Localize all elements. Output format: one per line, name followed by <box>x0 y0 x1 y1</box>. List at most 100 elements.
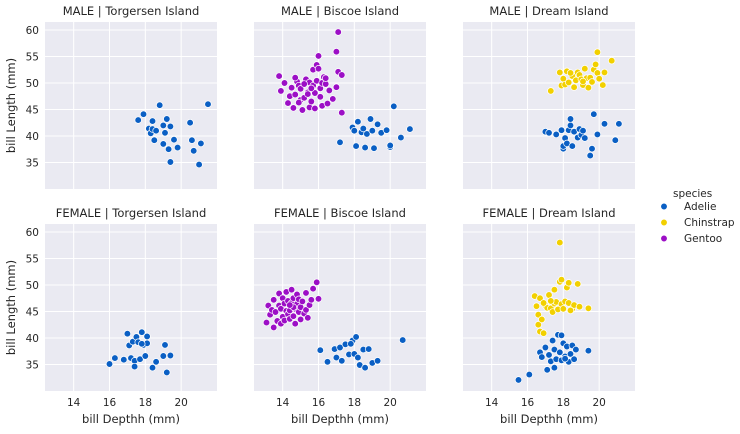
data-point-chinstrap <box>547 87 555 95</box>
y-axis-label: bill Length (mm) <box>4 260 18 355</box>
data-point-chinstrap <box>556 68 564 77</box>
data-point-adelie <box>130 362 139 371</box>
data-point-gentoo <box>316 93 324 101</box>
data-point-adelie <box>352 333 360 341</box>
panel-background <box>45 22 217 189</box>
data-point-adelie <box>166 158 175 166</box>
data-point-adelie <box>399 336 407 344</box>
data-point-gentoo <box>262 318 271 327</box>
data-point-gentoo <box>314 295 323 303</box>
data-point-gentoo <box>313 278 321 286</box>
data-point-chinstrap <box>581 65 589 73</box>
data-point-adelie <box>550 364 559 372</box>
data-point-chinstrap <box>539 299 548 307</box>
data-point-chinstrap <box>536 294 544 302</box>
x-tick-label: 14 <box>485 397 499 409</box>
data-point-chinstrap <box>556 238 564 247</box>
data-point-adelie <box>352 142 360 150</box>
data-point-gentoo <box>275 72 283 80</box>
data-point-adelie <box>361 143 369 152</box>
data-point-gentoo <box>291 74 299 82</box>
data-point-gentoo <box>314 65 323 73</box>
data-point-adelie <box>166 122 175 131</box>
data-point-adelie <box>143 332 151 341</box>
panel-title: MALE | Biscoe Island <box>281 4 399 18</box>
data-point-adelie <box>338 357 346 365</box>
data-point-gentoo <box>289 104 298 112</box>
data-point-adelie <box>138 328 146 336</box>
x-tick-label: 16 <box>521 397 535 409</box>
data-point-adelie <box>159 121 167 130</box>
panel-title: MALE | Torgersen Island <box>63 4 200 18</box>
data-point-adelie <box>365 345 373 353</box>
y-axis-label: bill Length (mm) <box>4 58 18 153</box>
data-point-gentoo <box>307 97 315 106</box>
data-point-gentoo <box>270 296 278 304</box>
data-point-adelie <box>548 336 557 345</box>
data-point-gentoo <box>270 323 278 332</box>
data-point-chinstrap <box>593 48 602 56</box>
data-point-chinstrap <box>591 60 600 69</box>
data-point-adelie <box>541 343 550 352</box>
x-tick-label: 18 <box>139 397 152 409</box>
panel-title: FEMALE | Dream Island <box>482 206 615 220</box>
legend-label-chinstrap: Chinstrap <box>684 217 735 229</box>
panel-title: FEMALE | Torgersen Island <box>56 206 207 220</box>
data-point-adelie <box>354 118 362 126</box>
data-point-chinstrap <box>588 78 596 86</box>
data-point-gentoo <box>302 306 310 314</box>
data-point-adelie <box>347 340 355 348</box>
legend-label-adelie: Adelie <box>684 201 716 213</box>
data-point-adelie <box>354 353 362 362</box>
y-tick-label: 60 <box>26 25 39 37</box>
legend-marker-gentoo <box>660 234 668 243</box>
data-point-gentoo <box>298 106 307 114</box>
data-point-adelie <box>170 136 178 144</box>
data-point-chinstrap <box>574 280 582 288</box>
data-point-adelie <box>373 120 382 128</box>
data-point-adelie <box>141 352 149 360</box>
data-point-gentoo <box>332 48 341 56</box>
data-point-adelie <box>359 124 367 133</box>
data-point-adelie <box>390 102 398 110</box>
y-tick-label: 35 <box>26 359 39 371</box>
panel-background <box>463 22 635 189</box>
data-point-adelie <box>156 101 164 109</box>
data-point-gentoo <box>311 104 319 113</box>
data-point-gentoo <box>307 84 315 92</box>
data-point-gentoo <box>338 109 346 117</box>
data-point-gentoo <box>280 79 289 87</box>
data-point-gentoo <box>307 296 315 304</box>
data-point-chinstrap <box>575 303 584 311</box>
data-point-chinstrap <box>584 84 593 92</box>
data-point-adelie <box>173 143 182 152</box>
data-point-chinstrap <box>534 321 542 329</box>
data-point-adelie <box>123 330 132 338</box>
data-point-chinstrap <box>566 69 575 77</box>
data-point-adelie <box>556 348 564 356</box>
data-point-adelie <box>581 134 589 142</box>
data-point-gentoo <box>289 312 298 320</box>
data-point-adelie <box>316 346 324 354</box>
data-point-adelie <box>368 127 376 135</box>
legend-marker-chinstrap <box>660 218 668 227</box>
data-point-gentoo <box>295 98 303 107</box>
y-tick-label: 55 <box>26 253 39 265</box>
y-tick-label: 45 <box>26 104 39 116</box>
panel-3: MALE | Dream Island <box>463 4 635 189</box>
panels-layer: MALE | Torgersen Island 35 40 45 50 55 60 bill … <box>4 4 635 426</box>
panel-title: FEMALE | Biscoe Island <box>274 206 406 220</box>
x-tick-label: 20 <box>174 397 187 409</box>
data-point-chinstrap <box>557 276 566 284</box>
legend-title: species <box>673 188 712 200</box>
data-point-adelie <box>600 120 609 128</box>
data-point-gentoo <box>296 85 305 93</box>
data-point-adelie <box>406 125 414 133</box>
x-tick-label: 16 <box>103 397 117 409</box>
data-point-gentoo <box>284 99 292 107</box>
data-point-adelie <box>134 116 142 124</box>
x-axis-label: bill Depthh (mm) <box>82 412 180 426</box>
data-point-adelie <box>557 126 566 134</box>
data-point-adelie <box>568 142 576 150</box>
